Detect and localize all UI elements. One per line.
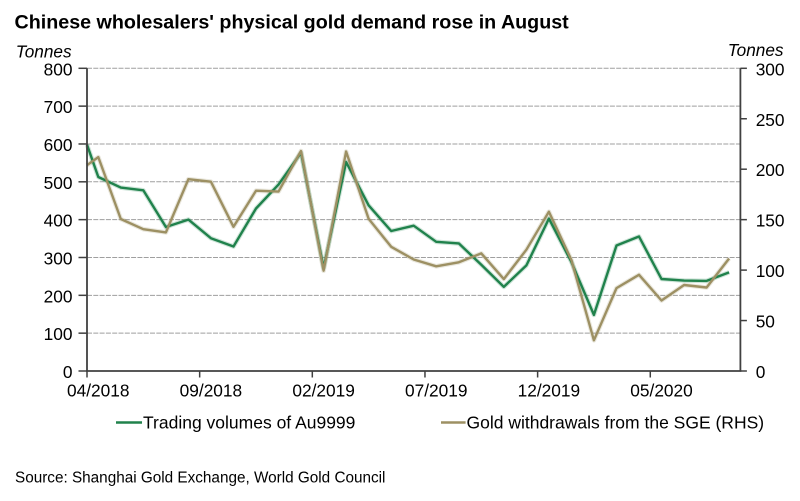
svg-text:12/2019: 12/2019 <box>518 381 580 401</box>
svg-text:800: 800 <box>44 59 73 79</box>
svg-text:Tonnes: Tonnes <box>16 41 72 61</box>
svg-text:400: 400 <box>44 211 73 231</box>
svg-text:100: 100 <box>756 261 785 281</box>
svg-text:09/2018: 09/2018 <box>180 381 242 401</box>
svg-text:150: 150 <box>756 211 785 231</box>
svg-text:0: 0 <box>63 362 73 382</box>
svg-text:300: 300 <box>44 249 73 269</box>
svg-text:0: 0 <box>756 362 766 382</box>
svg-text:Tonnes: Tonnes <box>728 40 784 60</box>
svg-text:Gold withdrawals from the SGE: Gold withdrawals from the SGE (RHS) <box>467 413 765 433</box>
svg-text:04/2018: 04/2018 <box>67 381 129 401</box>
svg-text:250: 250 <box>756 110 785 130</box>
svg-text:100: 100 <box>44 324 73 344</box>
svg-text:200: 200 <box>756 160 785 180</box>
svg-text:05/2020: 05/2020 <box>630 381 692 401</box>
svg-text:600: 600 <box>44 135 73 155</box>
svg-text:700: 700 <box>44 97 73 117</box>
svg-text:Source: Shanghai Gold Exchange: Source: Shanghai Gold Exchange, World Go… <box>15 469 385 486</box>
svg-text:500: 500 <box>44 173 73 193</box>
svg-text:07/2019: 07/2019 <box>405 381 467 401</box>
svg-text:Chinese wholesalers' physical: Chinese wholesalers' physical gold deman… <box>15 12 570 34</box>
svg-text:Trading volumes of Au9999: Trading volumes of Au9999 <box>143 413 355 433</box>
svg-text:200: 200 <box>44 286 73 306</box>
svg-text:50: 50 <box>756 312 775 332</box>
svg-text:300: 300 <box>756 59 785 79</box>
svg-text:02/2019: 02/2019 <box>292 381 354 401</box>
